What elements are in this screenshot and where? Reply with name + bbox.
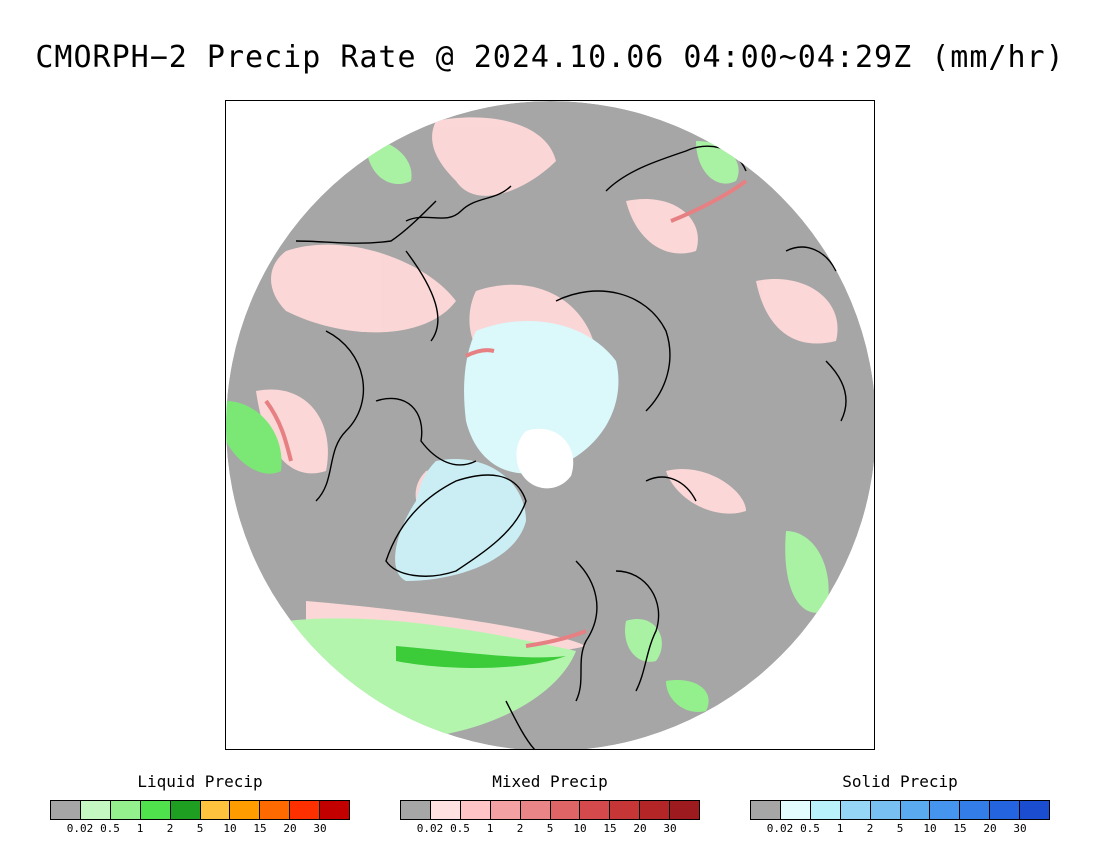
legend-swatches-solid bbox=[750, 800, 1050, 820]
legend-swatch bbox=[870, 801, 901, 819]
legend-swatch bbox=[490, 801, 521, 819]
legend-tick-label: 0.5 bbox=[100, 822, 120, 835]
coastlines bbox=[295, 145, 847, 749]
legend-swatch bbox=[930, 801, 961, 819]
legend-solid: Solid Precip 0.02 0.5 1 2 5 10 15 20 30 bbox=[750, 770, 1050, 840]
legend-swatch bbox=[520, 801, 551, 819]
legend-tick-label: 20 bbox=[633, 822, 647, 835]
legend-tick-label: 0.02 bbox=[416, 822, 444, 835]
legend-tick-label: 2 bbox=[516, 822, 524, 835]
map-title: CMORPH−2 Precip Rate @ 2024.10.06 04:00~… bbox=[35, 40, 1065, 75]
legend-mixed: Mixed Precip 0.02 0.5 1 2 5 10 15 20 30 bbox=[400, 770, 700, 840]
legend-swatch bbox=[460, 801, 491, 819]
legend-tick-label: 5 bbox=[196, 822, 204, 835]
legend-swatch bbox=[1020, 801, 1050, 819]
legend-tick-label: 0.02 bbox=[66, 822, 94, 835]
legend-swatch bbox=[640, 801, 671, 819]
legend-tick-label: 10 bbox=[223, 822, 237, 835]
legend-tick-label: 30 bbox=[1013, 822, 1027, 835]
legend-tick-label: 0.5 bbox=[450, 822, 470, 835]
legend-tick-label: 0.5 bbox=[800, 822, 820, 835]
legend-tick-label: 1 bbox=[136, 822, 144, 835]
legend-swatches-liquid bbox=[50, 800, 350, 820]
mixed-precip-bands bbox=[264, 179, 748, 648]
legend-swatch bbox=[580, 801, 611, 819]
legend-swatches-mixed bbox=[400, 800, 700, 820]
legend-tick-label: 10 bbox=[923, 822, 937, 835]
legend-swatch bbox=[200, 801, 231, 819]
legend-tick-label: 1 bbox=[486, 822, 494, 835]
legend-tick-label: 20 bbox=[283, 822, 297, 835]
legend-swatch bbox=[290, 801, 321, 819]
legend-title-solid: Solid Precip bbox=[842, 772, 958, 791]
legend-swatch bbox=[550, 801, 581, 819]
legend-swatch bbox=[751, 801, 781, 819]
legend-tick-label: 5 bbox=[546, 822, 554, 835]
legend-swatch bbox=[170, 801, 201, 819]
legend-swatch bbox=[260, 801, 291, 819]
legend-tick-label: 1 bbox=[836, 822, 844, 835]
legend-swatch bbox=[960, 801, 991, 819]
legend-tick-label: 0.02 bbox=[766, 822, 794, 835]
legend-swatch bbox=[80, 801, 111, 819]
legend-title-liquid: Liquid Precip bbox=[137, 772, 263, 791]
legend-swatch bbox=[670, 801, 700, 819]
legend-swatch bbox=[140, 801, 171, 819]
legend-swatch bbox=[900, 801, 931, 819]
legend-tick-label: 10 bbox=[573, 822, 587, 835]
legend-tick-label: 15 bbox=[253, 822, 267, 835]
solid-precip-areas bbox=[395, 321, 619, 581]
legend-tick-label: 5 bbox=[896, 822, 904, 835]
legend-tick-label: 20 bbox=[983, 822, 997, 835]
precip-map-svg bbox=[226, 101, 874, 749]
legend-tick-label: 15 bbox=[603, 822, 617, 835]
legend-swatch bbox=[51, 801, 81, 819]
legend-swatch bbox=[430, 801, 461, 819]
legend-swatch bbox=[780, 801, 811, 819]
legend-tick-label: 30 bbox=[313, 822, 327, 835]
legend-swatch bbox=[810, 801, 841, 819]
legend-swatch bbox=[401, 801, 431, 819]
legend-tick-label: 2 bbox=[166, 822, 174, 835]
legend-tick-label: 30 bbox=[663, 822, 677, 835]
legend-swatch bbox=[320, 801, 350, 819]
legend-tick-label: 2 bbox=[866, 822, 874, 835]
polar-map bbox=[225, 100, 875, 750]
legend-swatch bbox=[990, 801, 1021, 819]
legend-tick-label: 15 bbox=[953, 822, 967, 835]
legend-swatch bbox=[110, 801, 141, 819]
legend-swatch bbox=[610, 801, 641, 819]
legend-swatch bbox=[230, 801, 261, 819]
legend-title-mixed: Mixed Precip bbox=[492, 772, 608, 791]
legend-liquid: Liquid Precip 0.02 0.5 1 2 5 10 15 20 30 bbox=[50, 770, 350, 840]
legend-swatch bbox=[840, 801, 871, 819]
